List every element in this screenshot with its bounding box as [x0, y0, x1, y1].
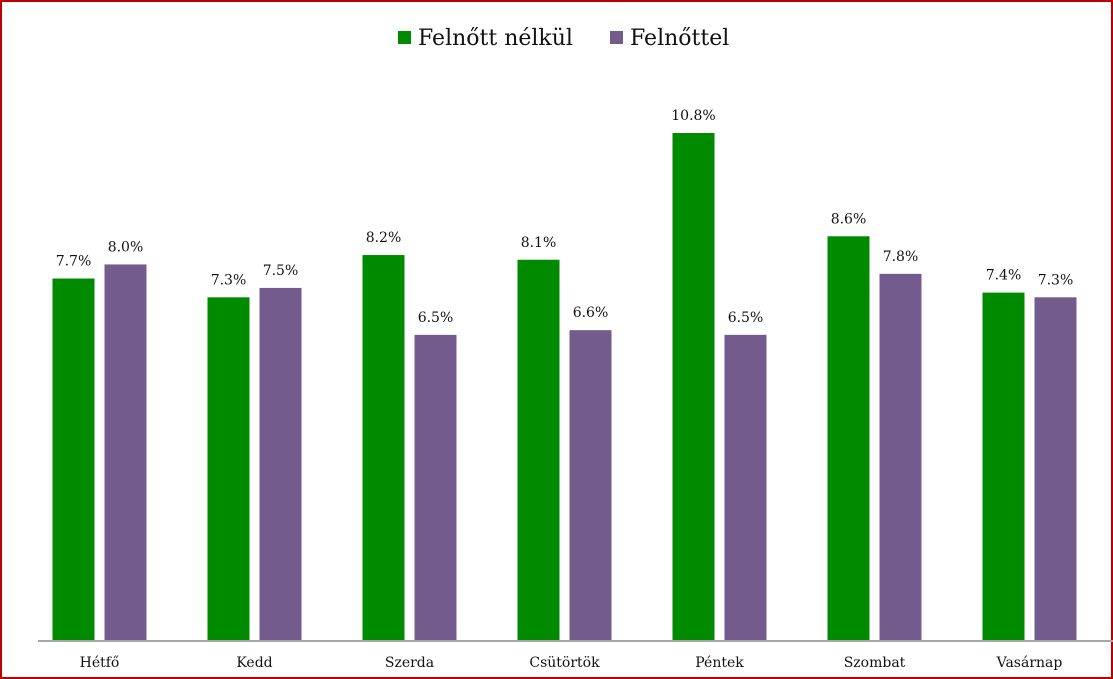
- data-label: 7.4%: [986, 268, 1022, 284]
- bar: [259, 287, 302, 640]
- bar: [569, 330, 612, 640]
- bar: [517, 259, 560, 640]
- bar: [207, 297, 250, 640]
- legend-swatch: [610, 31, 623, 44]
- data-label: 7.5%: [263, 263, 299, 279]
- bar: [362, 255, 405, 641]
- x-tick-label: Kedd: [236, 655, 272, 671]
- data-label: 7.7%: [56, 254, 92, 270]
- data-label: 7.8%: [883, 249, 919, 265]
- bar: [104, 264, 147, 640]
- legend-label: Felnőtt nélkül: [418, 26, 573, 51]
- bar: [879, 273, 922, 640]
- data-label: 6.5%: [418, 310, 454, 326]
- data-label: 8.0%: [108, 239, 144, 255]
- data-label: 7.3%: [211, 272, 247, 288]
- data-label: 6.5%: [728, 310, 764, 326]
- bar: [827, 236, 870, 640]
- bar: [52, 278, 95, 640]
- data-label: 10.8%: [671, 108, 715, 124]
- x-tick-label: Szerda: [385, 655, 434, 671]
- bar: [1034, 297, 1077, 640]
- legend-swatch: [398, 31, 411, 44]
- data-label: 7.3%: [1038, 272, 1074, 288]
- x-tick-label: Péntek: [695, 655, 744, 671]
- data-label: 8.1%: [521, 235, 557, 251]
- legend-label: Felnőttel: [630, 26, 729, 51]
- x-tick-label: Vasárnap: [996, 655, 1063, 671]
- data-label: 8.2%: [366, 230, 402, 246]
- data-label: 6.6%: [573, 305, 609, 321]
- bar: [724, 334, 767, 640]
- data-label: 8.6%: [831, 211, 867, 227]
- bar: [982, 292, 1025, 640]
- bar: [414, 334, 457, 640]
- bar: [672, 133, 715, 640]
- x-tick-label: Csütörtök: [529, 655, 600, 671]
- x-tick-label: Szombat: [844, 655, 906, 671]
- x-tick-label: Hétfő: [80, 655, 120, 671]
